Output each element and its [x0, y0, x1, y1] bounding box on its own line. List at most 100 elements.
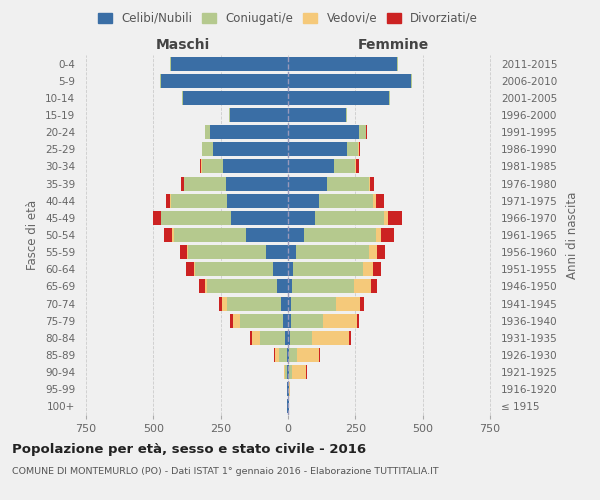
Text: COMUNE DI MONTEMURLO (PO) - Dati ISTAT 1° gennaio 2016 - Elaborazione TUTTITALIA: COMUNE DI MONTEMURLO (PO) - Dati ISTAT 1…: [12, 468, 439, 476]
Bar: [173, 228, 246, 242]
Bar: [319, 194, 373, 207]
Bar: [288, 108, 346, 122]
Bar: [275, 348, 278, 362]
Bar: [207, 280, 277, 293]
Bar: [311, 331, 349, 345]
Bar: [288, 125, 359, 139]
Bar: [288, 228, 304, 242]
Legend: Celibi/Nubili, Coniugati/e, Vedovi/e, Divorziati/e: Celibi/Nubili, Coniugati/e, Vedovi/e, Di…: [94, 8, 482, 28]
Bar: [227, 296, 281, 310]
Bar: [288, 296, 291, 310]
Bar: [212, 142, 288, 156]
Bar: [327, 176, 369, 190]
Bar: [199, 280, 205, 293]
Bar: [354, 280, 371, 293]
Bar: [288, 56, 397, 70]
Bar: [286, 331, 288, 345]
Bar: [304, 228, 376, 242]
Bar: [293, 262, 364, 276]
Bar: [359, 125, 366, 139]
Bar: [230, 108, 288, 122]
Bar: [290, 331, 311, 345]
Bar: [288, 176, 327, 190]
Bar: [181, 176, 184, 190]
Bar: [323, 314, 356, 328]
Bar: [289, 382, 290, 396]
Bar: [288, 314, 290, 328]
Bar: [369, 245, 377, 259]
Bar: [222, 296, 227, 310]
Bar: [251, 331, 260, 345]
Text: Femmine: Femmine: [358, 38, 428, 52]
Bar: [288, 280, 292, 293]
Bar: [370, 176, 374, 190]
Bar: [290, 314, 323, 328]
Text: Popolazione per età, sesso e stato civile - 2016: Popolazione per età, sesso e stato civil…: [12, 442, 366, 456]
Bar: [185, 262, 194, 276]
Bar: [205, 280, 207, 293]
Bar: [287, 348, 288, 362]
Bar: [171, 194, 227, 207]
Bar: [371, 280, 377, 293]
Bar: [161, 211, 232, 225]
Bar: [373, 262, 381, 276]
Bar: [273, 262, 288, 276]
Bar: [289, 348, 298, 362]
Bar: [288, 91, 389, 105]
Bar: [164, 228, 172, 242]
Bar: [376, 194, 383, 207]
Bar: [195, 262, 273, 276]
Bar: [210, 125, 288, 139]
Bar: [220, 296, 222, 310]
Bar: [288, 211, 315, 225]
Bar: [287, 365, 288, 379]
Text: Maschi: Maschi: [156, 38, 210, 52]
Bar: [229, 108, 230, 122]
Bar: [410, 74, 412, 88]
Bar: [284, 365, 285, 379]
Bar: [202, 142, 212, 156]
Bar: [289, 365, 292, 379]
Bar: [315, 211, 383, 225]
Bar: [319, 348, 320, 362]
Bar: [296, 245, 369, 259]
Bar: [160, 74, 161, 88]
Y-axis label: Anni di nascita: Anni di nascita: [566, 192, 579, 278]
Bar: [172, 228, 173, 242]
Bar: [355, 160, 356, 173]
Bar: [281, 296, 288, 310]
Bar: [359, 142, 360, 156]
Bar: [223, 160, 288, 173]
Bar: [291, 296, 335, 310]
Y-axis label: Fasce di età: Fasce di età: [26, 200, 40, 270]
Bar: [188, 245, 266, 259]
Bar: [230, 314, 233, 328]
Bar: [349, 331, 351, 345]
Bar: [288, 142, 347, 156]
Bar: [246, 228, 288, 242]
Bar: [288, 365, 289, 379]
Bar: [364, 262, 373, 276]
Bar: [200, 160, 202, 173]
Bar: [227, 194, 288, 207]
Bar: [292, 365, 307, 379]
Bar: [266, 245, 288, 259]
Bar: [285, 365, 287, 379]
Bar: [288, 262, 293, 276]
Bar: [288, 194, 319, 207]
Bar: [152, 211, 161, 225]
Bar: [232, 211, 288, 225]
Bar: [360, 296, 364, 310]
Bar: [166, 194, 170, 207]
Bar: [288, 348, 289, 362]
Bar: [194, 262, 195, 276]
Bar: [181, 245, 187, 259]
Bar: [334, 160, 355, 173]
Bar: [335, 296, 360, 310]
Bar: [346, 108, 347, 122]
Bar: [383, 211, 388, 225]
Bar: [356, 160, 359, 173]
Bar: [288, 74, 410, 88]
Bar: [161, 74, 288, 88]
Bar: [277, 280, 288, 293]
